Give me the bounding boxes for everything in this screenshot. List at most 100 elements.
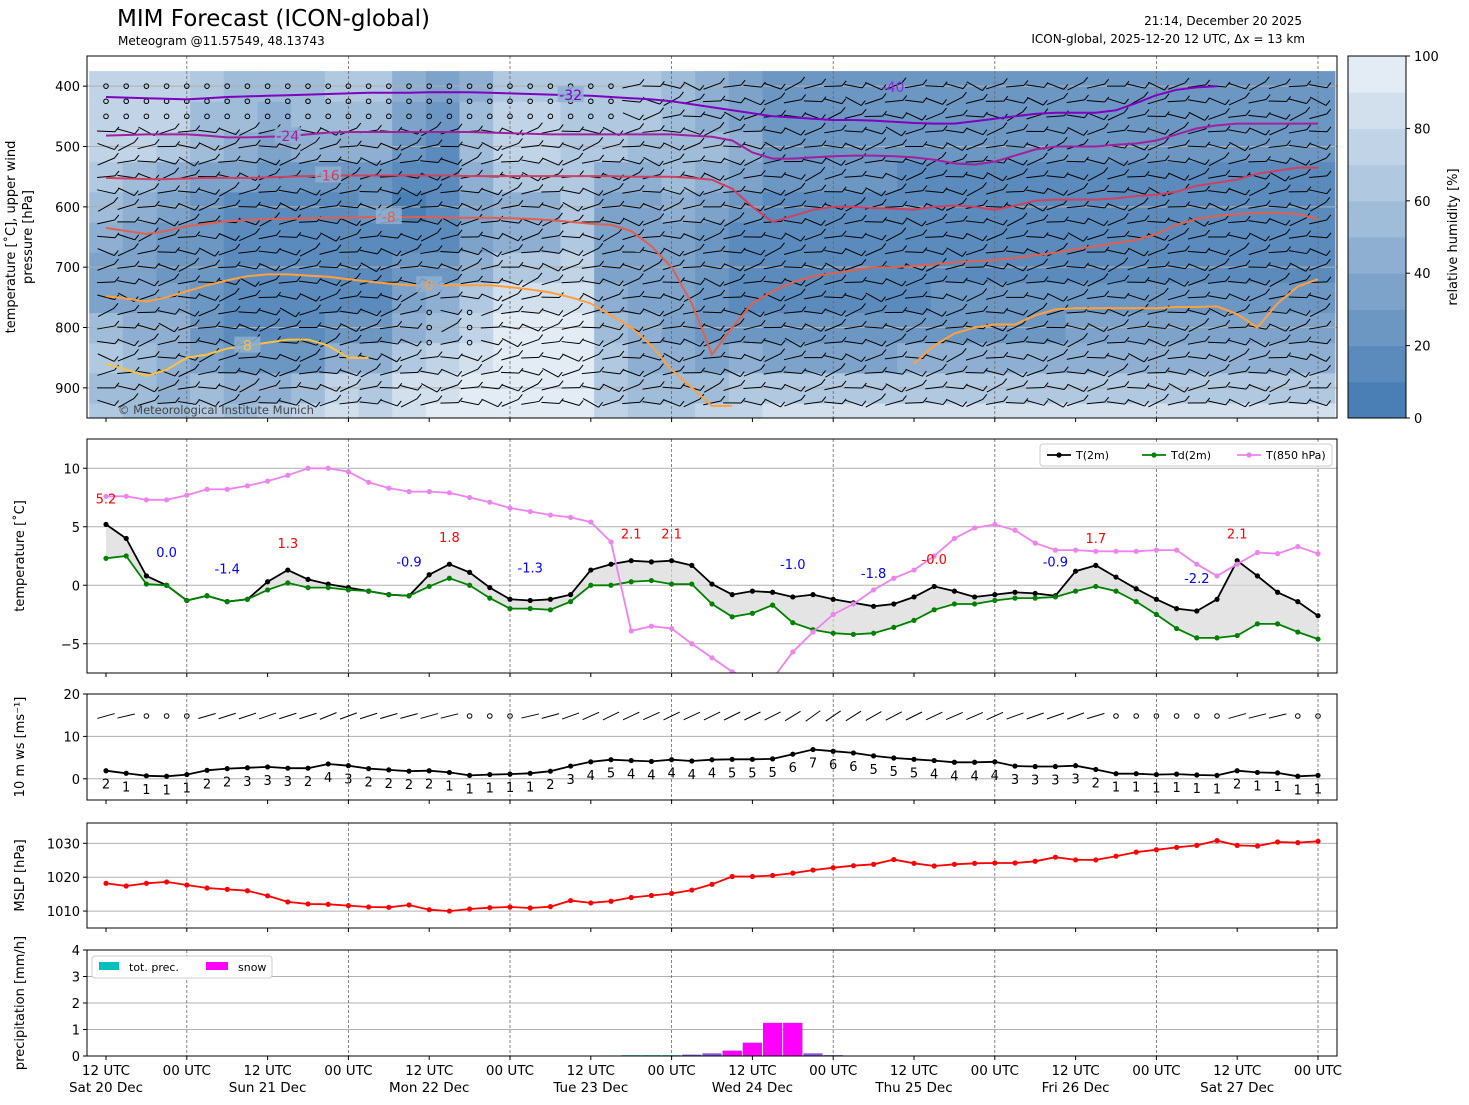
wind-barb-feather	[234, 393, 240, 400]
wind-barb	[642, 711, 660, 721]
wind-barb	[400, 142, 418, 151]
wind-barb-feather	[376, 310, 382, 317]
wind-barb	[279, 307, 296, 318]
wind-barb	[885, 324, 903, 331]
wind-barb-feather	[982, 288, 988, 294]
wind-barb	[360, 217, 378, 226]
wind-barb	[602, 711, 620, 721]
wind-barb	[278, 219, 297, 225]
wind-barb-feather	[902, 218, 907, 225]
wind-speed-label: 2	[203, 777, 211, 792]
data-point	[467, 569, 473, 575]
wind-barb-feather	[1224, 205, 1230, 211]
wind-barb	[783, 205, 802, 209]
wind-barb	[1107, 218, 1125, 226]
wind-barb-feather	[134, 348, 139, 355]
calm-wind-marker	[487, 713, 493, 719]
rh-cell	[964, 161, 999, 193]
wind-speed-label: 6	[829, 758, 837, 773]
wind-barb	[865, 398, 882, 408]
wind-barb	[743, 368, 761, 377]
calm-wind-marker	[345, 98, 352, 105]
tick-label-y: 10	[63, 462, 80, 477]
wind-barb	[622, 295, 641, 299]
wind-barb	[905, 217, 923, 227]
wind-barb-feather	[760, 399, 766, 406]
wind-barb-feather	[1225, 399, 1231, 406]
wind-barb-feather	[618, 182, 624, 189]
wind-barb-feather	[296, 399, 301, 406]
wind-barb	[1127, 264, 1145, 271]
wind-barb	[683, 127, 701, 135]
wind-barb	[1208, 202, 1226, 212]
wind-barb-feather	[902, 324, 907, 331]
wind-barb-feather	[962, 303, 968, 310]
wind-barb-feather	[1245, 277, 1251, 284]
data-point	[446, 769, 452, 776]
data-point	[204, 885, 210, 891]
isotherm-label-bg	[315, 166, 342, 183]
wind-barb-feather	[1023, 203, 1029, 210]
wind-barb	[905, 711, 923, 721]
wind-barb	[763, 309, 782, 316]
wind-barb-feather	[1225, 249, 1230, 256]
wind-barb	[1268, 83, 1287, 90]
wind-barb	[279, 353, 297, 362]
rh-cell	[89, 101, 124, 133]
isotherm-label-bg	[234, 336, 261, 353]
wind-barb	[1187, 145, 1206, 148]
wind-barb-feather	[821, 370, 826, 376]
wind-barb-feather	[780, 83, 786, 90]
wind-barb	[1268, 713, 1287, 719]
wind-barb	[157, 204, 176, 209]
wind-barb	[622, 339, 641, 346]
wind-barb	[157, 401, 176, 404]
data-point	[265, 893, 271, 899]
wind-barb	[945, 386, 964, 390]
wind-barb-feather	[1062, 401, 1068, 408]
wind-barb-feather	[720, 77, 725, 84]
wind-barb	[117, 353, 135, 362]
wind-barb	[723, 84, 742, 88]
wind-barb-feather	[1184, 227, 1190, 234]
rh-cell	[459, 342, 494, 374]
wind-barb	[1188, 111, 1206, 121]
data-point	[366, 588, 372, 594]
wind-barb	[582, 203, 600, 211]
wind-barb	[561, 712, 580, 720]
wind-barb	[905, 190, 923, 194]
time-tick-label: 00 UTC	[163, 1063, 211, 1079]
wind-barb	[117, 265, 136, 269]
wind-barb	[501, 232, 519, 242]
wind-barb-feather	[1083, 130, 1089, 136]
wind-barb-feather	[1164, 393, 1169, 400]
wind-barb-feather	[922, 264, 927, 271]
wind-barb	[1127, 386, 1146, 389]
tick-label-y: 900	[55, 382, 80, 397]
data-point	[1234, 768, 1240, 774]
wind-barb	[359, 144, 378, 149]
wind-barb	[521, 205, 540, 208]
wind-barb-feather	[659, 142, 665, 149]
wind-barb	[723, 99, 742, 104]
wind-barb	[399, 265, 419, 269]
wind-barb	[117, 187, 135, 197]
wind-barb	[1229, 141, 1246, 152]
wind-barb-feather	[1306, 248, 1312, 254]
wind-barb-feather	[517, 394, 523, 400]
calm-wind-marker	[224, 113, 230, 120]
data-point	[850, 863, 857, 869]
wind-barb-feather	[114, 382, 120, 389]
wind-barb-feather	[1326, 232, 1332, 239]
wind-speed-label: 5	[910, 766, 918, 781]
wind-barb	[582, 141, 599, 152]
wind-speed-label: 6	[849, 760, 857, 775]
wind-barb-feather	[255, 245, 261, 252]
wind-barb-feather	[275, 309, 281, 316]
wind-barb-feather	[1184, 386, 1189, 393]
wind-barb-feather	[639, 352, 645, 359]
wind-barb	[339, 158, 358, 165]
wind-barb	[602, 278, 620, 287]
wind-barb-feather	[862, 276, 867, 283]
wind-barb	[582, 292, 600, 302]
